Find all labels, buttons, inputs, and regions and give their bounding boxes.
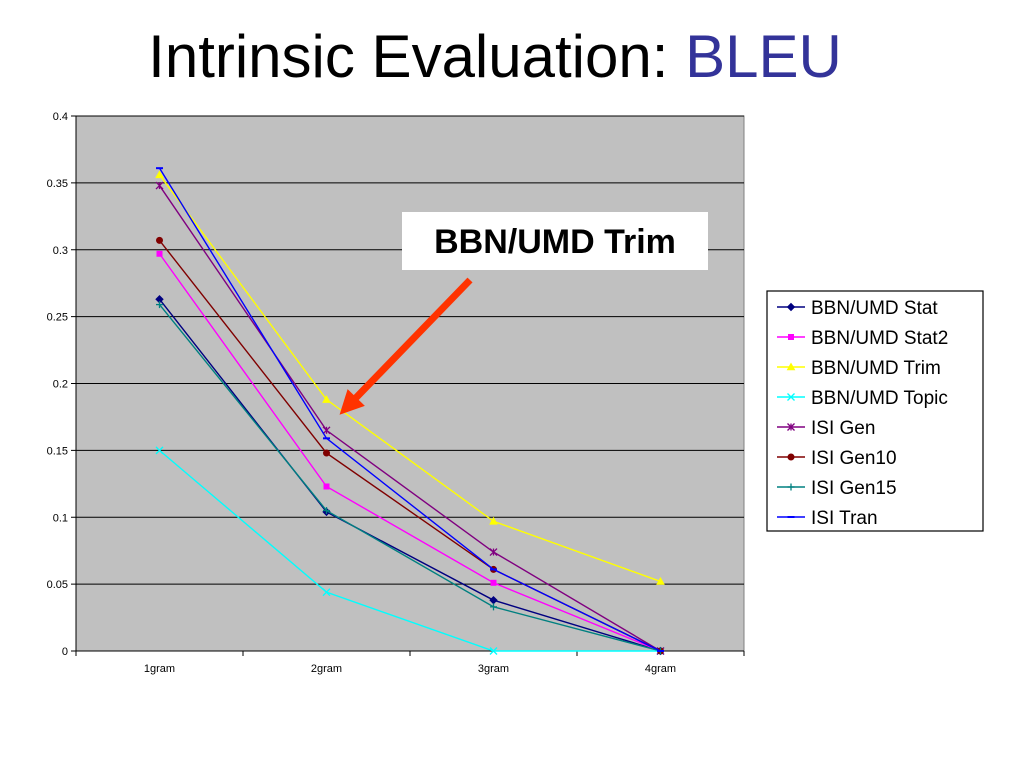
data-point-isi-gen-2gram: [322, 426, 331, 435]
data-point-bbn-umd-stat2-1gram: [156, 250, 163, 257]
data-point-bbn-umd-trim-4gram: [656, 576, 665, 585]
data-point-bbn-umd-trim-1gram: [155, 170, 164, 179]
data-point-bbn-umd-trim-3gram: [489, 516, 498, 525]
data-point-bbn-umd-topic-1gram: [155, 446, 164, 455]
series-line-bbn-umd-topic: [159, 449, 661, 652]
legend-label: ISI Gen: [811, 418, 875, 439]
legend-swatch-marker: [787, 453, 795, 461]
legend-swatch-marker: [788, 334, 794, 340]
legend-label: BBN/UMD Topic: [811, 388, 948, 409]
slide-title-accent: BLEU: [685, 23, 842, 90]
legend-label: BBN/UMD Stat: [811, 298, 938, 319]
data-point-isi-gen-1gram: [155, 181, 164, 190]
data-point-bbn-umd-topic-2gram: [322, 588, 331, 597]
legend-label: ISI Tran: [811, 508, 878, 529]
y-tick-label: 0.1: [53, 512, 68, 524]
y-tick-label: 0: [62, 646, 68, 658]
slide-title-prefix: Intrinsic Evaluation:: [148, 23, 686, 90]
legend-swatch-marker: [787, 393, 795, 401]
legend-item-isi-gen: ISI Gen: [777, 418, 875, 439]
data-point-bbn-umd-stat2-3gram: [490, 579, 497, 586]
data-point-bbn-umd-topic-3gram: [489, 647, 498, 655]
legend-label: ISI Gen15: [811, 478, 897, 499]
series-line-isi-gen: [158, 185, 661, 652]
data-point-isi-gen15-2gram: [323, 507, 330, 515]
legend-swatch-marker: [787, 423, 795, 431]
annotation-arrow-shaft: [343, 277, 473, 410]
legend-item-bbn-umd-stat2: BBN/UMD Stat2: [777, 328, 948, 349]
series-line-isi-gen15: [158, 304, 661, 652]
data-point-bbn-umd-trim-2gram: [322, 395, 331, 403]
data-point-bbn-umd-stat2-2gram: [323, 483, 330, 490]
legend-item-bbn-umd-topic: BBN/UMD Topic: [777, 388, 948, 409]
x-tick-label-4gram: 4gram: [645, 663, 676, 675]
series-isi-tran: [156, 167, 664, 652]
data-point-isi-gen10-2gram: [323, 449, 330, 457]
series-line-isi-tran: [158, 167, 661, 652]
legend-label: BBN/UMD Trim: [811, 358, 941, 379]
legend-label: ISI Gen10: [811, 448, 897, 469]
data-point-isi-gen15-1gram: [156, 301, 163, 309]
legend-swatch-marker: [786, 362, 796, 371]
legend-item-isi-gen10: ISI Gen10: [777, 448, 897, 469]
series-line-bbn-umd-stat2: [158, 253, 661, 652]
legend-item-isi-gen15: ISI Gen15: [777, 478, 897, 499]
annotation-arrow-head: [339, 389, 365, 415]
series-line-bbn-umd-trim: [158, 174, 661, 583]
legend-item-bbn-umd-stat: BBN/UMD Stat: [777, 298, 938, 319]
data-point-isi-gen15-3gram: [490, 603, 497, 611]
legend-swatch-marker: [786, 302, 796, 312]
y-tick-label: 0.15: [47, 445, 68, 457]
y-tick-label: 0.2: [53, 379, 68, 391]
legend: BBN/UMD Stat BBN/UMD Stat2 BBN/UMD Trim BBN…: [766, 290, 984, 532]
annotation: BBN/UMD Trim: [339, 212, 708, 415]
series-bbn-umd-trim: [155, 170, 665, 585]
legend-swatch-marker: [787, 483, 795, 491]
legend-box: [766, 290, 984, 532]
data-point-isi-gen-3gram: [489, 548, 498, 556]
x-tick-label-3gram: 3gram: [478, 663, 509, 675]
annotation-box: [402, 212, 708, 270]
x-tick-label-2gram: 2gram: [311, 663, 342, 675]
data-point-isi-gen10-1gram: [156, 236, 163, 244]
legend-item-isi-tran: ISI Tran: [777, 508, 878, 529]
slide-title: Intrinsic Evaluation: BLEU: [0, 22, 990, 91]
annotation-label: BBN/UMD Trim: [434, 223, 676, 261]
y-tick-label: 0.4: [53, 111, 68, 123]
legend-item-bbn-umd-trim: BBN/UMD Trim: [777, 358, 941, 379]
y-tick-label: 0.3: [53, 245, 68, 257]
y-tick-label: 0.25: [47, 312, 68, 324]
legend-label: BBN/UMD Stat2: [811, 328, 948, 349]
x-tick-label-1gram: 1gram: [144, 663, 175, 675]
y-tick-label: 0.35: [47, 178, 68, 190]
series-line-bbn-umd-stat: [158, 298, 661, 652]
y-tick-label: 0.05: [47, 579, 68, 591]
